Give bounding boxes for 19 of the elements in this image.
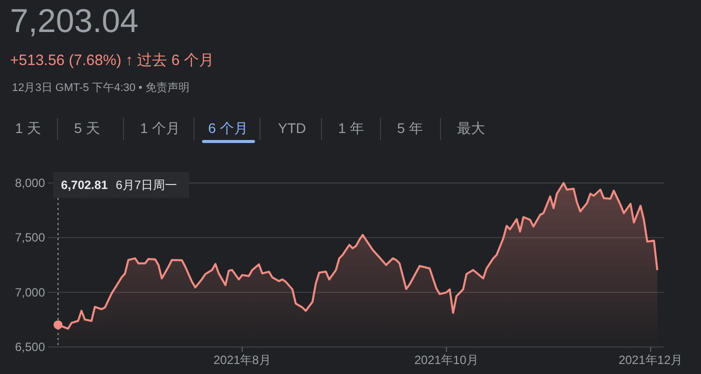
text: 5 年 (397, 120, 423, 136)
text: 1 天 (15, 120, 41, 136)
annotation: 6,702.81 6月7日周一 (61, 178, 178, 192)
text: 1 个月 (140, 120, 180, 136)
x-tick-label: 2021年12月 (618, 353, 683, 367)
text: 1 年 (338, 120, 364, 136)
chart-subtitle: +513.56 (7.68%) ↑ 过去 6 个月 (10, 52, 214, 69)
x-tick-label: 2021年10月 (414, 353, 478, 367)
text: 5 天 (74, 120, 100, 136)
y-tick-label: 7,000 (14, 285, 46, 300)
y-tick-label: 8,000 (14, 176, 46, 190)
text: 12月3日 GMT-5 下午4:30 • 免责声明 (12, 81, 190, 94)
chart-title: 7,203.04 (10, 2, 138, 39)
y-tick-label: 7,500 (14, 230, 46, 245)
y-tick-label: 6,500 (14, 340, 46, 354)
x-tick-label: 2021年8月 (213, 353, 271, 367)
text: 最大 (457, 120, 485, 136)
text: 6 个月 (208, 120, 248, 136)
text: YTD (278, 120, 306, 136)
